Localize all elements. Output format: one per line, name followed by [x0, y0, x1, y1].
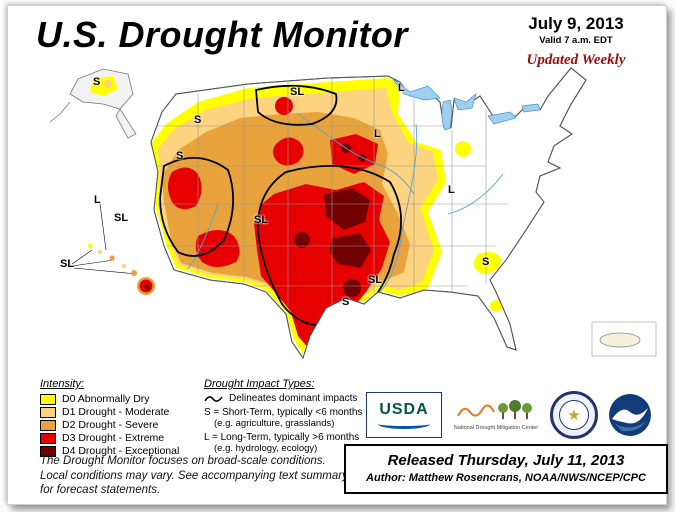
legend-item: D0 Abnormally Dry	[40, 393, 190, 405]
legend-swatch-d1	[40, 406, 56, 418]
usda-logo-text: USDA	[379, 401, 429, 418]
hawaii-inset	[71, 203, 155, 295]
impact-short-term-example: (e.g. agriculture, grasslands)	[214, 418, 335, 429]
legend-item: D3 Drought - Extreme	[40, 432, 190, 444]
delineation-line-icon	[204, 395, 223, 402]
noaa-logo-icon	[609, 394, 651, 436]
commerce-seal-eagle-icon: ★	[559, 400, 589, 430]
legend-item: D1 Drought - Moderate	[40, 406, 190, 418]
map-label: S	[482, 256, 490, 268]
legend-swatch-d3	[40, 432, 56, 444]
alaska-inset	[49, 68, 137, 139]
map-label: SL	[60, 258, 75, 270]
updated-weekly-note: Updated Weekly	[526, 52, 626, 68]
map-label: SL	[368, 274, 383, 286]
legend-label: D4 Drought - Exceptional	[62, 445, 180, 457]
map-label: S	[93, 76, 101, 88]
released-date: Released Thursday, July 11, 2013	[387, 452, 625, 469]
us-drought-map-svg	[49, 67, 657, 360]
map-label: SL	[114, 212, 129, 224]
rivers	[187, 113, 504, 295]
legend-item: D4 Drought - Exceptional	[40, 445, 190, 457]
map-label: L	[94, 194, 101, 206]
legend-label: D0 Abnormally Dry	[62, 393, 150, 405]
legend-label: D1 Drought - Moderate	[62, 406, 170, 418]
disclaimer-line: for forecast statements.	[40, 484, 161, 497]
puerto-rico-inset	[591, 321, 657, 357]
map-label: SL	[290, 86, 305, 98]
map-label: S	[194, 114, 202, 126]
release-info-box: Released Thursday, July 11, 2013 Author:…	[344, 444, 668, 494]
legend-label: D3 Drought - Extreme	[62, 432, 165, 444]
legend-swatch-d0	[40, 393, 56, 405]
impact-types: Drought Impact Types: Delineates dominan…	[204, 378, 374, 454]
commerce-seal-icon: ★	[550, 391, 598, 439]
disclaimer-line: The Drought Monitor focuses on broad-sca…	[40, 455, 326, 467]
legend-label: D2 Drought - Severe	[62, 419, 159, 431]
intensity-legend: Intensity: D0 Abnormally Dry D1 Drought …	[40, 378, 190, 458]
ndmc-trees-icon	[457, 400, 532, 420]
legend-swatch-d2	[40, 419, 56, 431]
delineates-label: Delineates dominant impacts	[229, 393, 358, 404]
legend-title: Intensity:	[40, 378, 85, 390]
drought-monitor-page: U.S. Drought Monitor July 9, 2013 Valid …	[7, 5, 668, 505]
map-label: L	[448, 184, 455, 196]
us-mainland-outline	[150, 67, 587, 360]
legend-item: D2 Drought - Severe	[40, 419, 190, 431]
impact-types-title: Drought Impact Types:	[204, 378, 315, 390]
date-block: July 9, 2013 Valid 7 a.m. EDT Updated We…	[496, 14, 656, 69]
map-label: L	[398, 82, 405, 94]
ndmc-logo: National Drought Mitigation Center	[452, 392, 540, 438]
ndmc-logo-text: National Drought Mitigation Center	[453, 425, 539, 432]
map-label: S	[176, 150, 184, 162]
map-label: SL	[254, 214, 269, 226]
disclaimer-line: Local conditions may vary. See accompany…	[40, 469, 348, 482]
page-title: U.S. Drought Monitor	[36, 14, 408, 55]
agency-logos: USDA National Drought Mitigation Center …	[366, 390, 652, 440]
disclaimer-text: The Drought Monitor focuses on broad-sca…	[40, 454, 348, 498]
impact-short-term: S = Short-Term, typically <6 months	[204, 407, 363, 418]
usda-swoosh-icon	[378, 419, 430, 429]
drought-d4-layer	[294, 143, 371, 297]
impact-long-term: L = Long-Term, typically >6 months	[204, 432, 360, 443]
report-date: July 9, 2013	[528, 14, 624, 33]
impact-long-term-example: (e.g. hydrology, ecology)	[214, 443, 318, 454]
drought-map: S S SL L L S SL SL L SL S S L SL	[48, 54, 663, 368]
valid-time: Valid 7 a.m. EDT	[539, 35, 613, 46]
map-label: L	[374, 128, 381, 140]
legend-swatch-d4	[40, 445, 56, 457]
author-credit: Author: Matthew Rosencrans, NOAA/NWS/NCE…	[366, 472, 646, 484]
great-lakes	[391, 77, 541, 131]
map-label: S	[342, 296, 350, 308]
usda-logo: USDA	[366, 392, 442, 438]
